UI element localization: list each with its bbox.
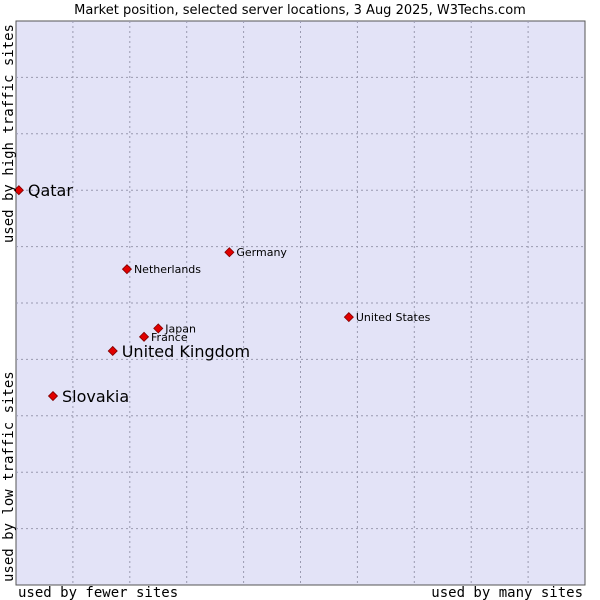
point-label: Germany (236, 246, 287, 259)
point-marker (47, 390, 59, 402)
point-marker (13, 185, 24, 196)
point-marker (153, 323, 164, 334)
point-label: Netherlands (134, 263, 201, 276)
y-axis-label-bottom: used by low traffic sites (1, 371, 17, 582)
data-points: Qatar Germany Netherlands United States Japa… (13, 181, 431, 406)
point-label: France (151, 331, 188, 344)
point-slovakia: Slovakia (47, 387, 129, 406)
point-japan: Japan (153, 322, 196, 335)
point-label: Slovakia (62, 387, 129, 406)
point-united-kingdom: United Kingdom (107, 342, 250, 361)
x-axis-label-left: used by fewer sites (18, 585, 178, 600)
point-label: Japan (164, 322, 196, 335)
point-marker (107, 345, 118, 357)
point-germany: Germany (224, 246, 287, 259)
point-netherlands: Netherlands (121, 263, 201, 276)
point-united-states: United States (343, 311, 431, 324)
point-marker (224, 247, 235, 258)
chart-title: Market position, selected server locatio… (74, 3, 526, 18)
x-axis-label-right: used by many sites (431, 585, 583, 600)
y-axis-label-top: used by high traffic sites (1, 24, 17, 243)
point-france: France (138, 331, 188, 344)
point-marker (121, 264, 133, 275)
point-qatar: Qatar (13, 181, 73, 200)
point-label: United Kingdom (122, 342, 250, 361)
point-marker (343, 312, 354, 323)
point-label: United States (356, 311, 431, 324)
point-label: Qatar (28, 181, 73, 200)
point-marker (138, 331, 150, 342)
grid (16, 21, 585, 585)
